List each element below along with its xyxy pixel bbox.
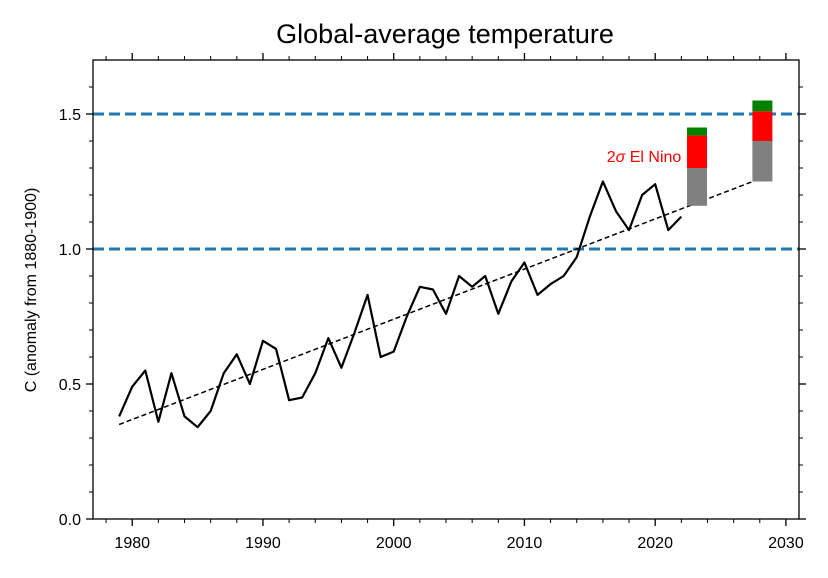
y-tick-label: 0.5 xyxy=(59,377,81,394)
x-tick-label: 2020 xyxy=(637,535,673,552)
annotation-prefix: 2 xyxy=(607,149,616,166)
x-tick-label: 2010 xyxy=(507,535,543,552)
bar-0-segment-2 xyxy=(687,127,708,136)
x-tick-label: 2000 xyxy=(376,535,412,552)
annotation-el-nino: 2σ El Nino xyxy=(607,149,682,166)
y-tick-label: 1.0 xyxy=(59,242,81,259)
series-layer xyxy=(118,178,761,429)
y-tick-label: 0.0 xyxy=(59,512,81,529)
stacked-bars xyxy=(687,100,773,206)
bar-1-segment-2 xyxy=(752,100,773,112)
temperature-line xyxy=(118,180,683,429)
x-tick-label: 2030 xyxy=(768,535,804,552)
bar-1-segment-1 xyxy=(752,111,773,141)
annotation-symbol: σ xyxy=(616,149,627,166)
annotations: 2σ El Nino xyxy=(607,149,682,166)
trend-line xyxy=(118,178,761,426)
reference-lines xyxy=(93,112,799,251)
plot-frame xyxy=(92,59,800,520)
y-tick-label: 1.5 xyxy=(59,107,81,124)
annotation-suffix: El Nino xyxy=(625,149,681,166)
x-tick-label: 1980 xyxy=(114,535,150,552)
x-tick-label: 1990 xyxy=(245,535,281,552)
bar-0-segment-1 xyxy=(687,135,708,168)
chart-title: Global-average temperature xyxy=(276,19,614,49)
y-axis-label: C (anomaly from 1880-1900) xyxy=(23,188,40,393)
bar-1-segment-0 xyxy=(752,141,773,182)
axis-ticks: 1980 1990 2000 2010 2020 2030 0.0 0.5 1.0 1.5 xyxy=(59,53,806,552)
bar-0-segment-0 xyxy=(687,168,708,206)
